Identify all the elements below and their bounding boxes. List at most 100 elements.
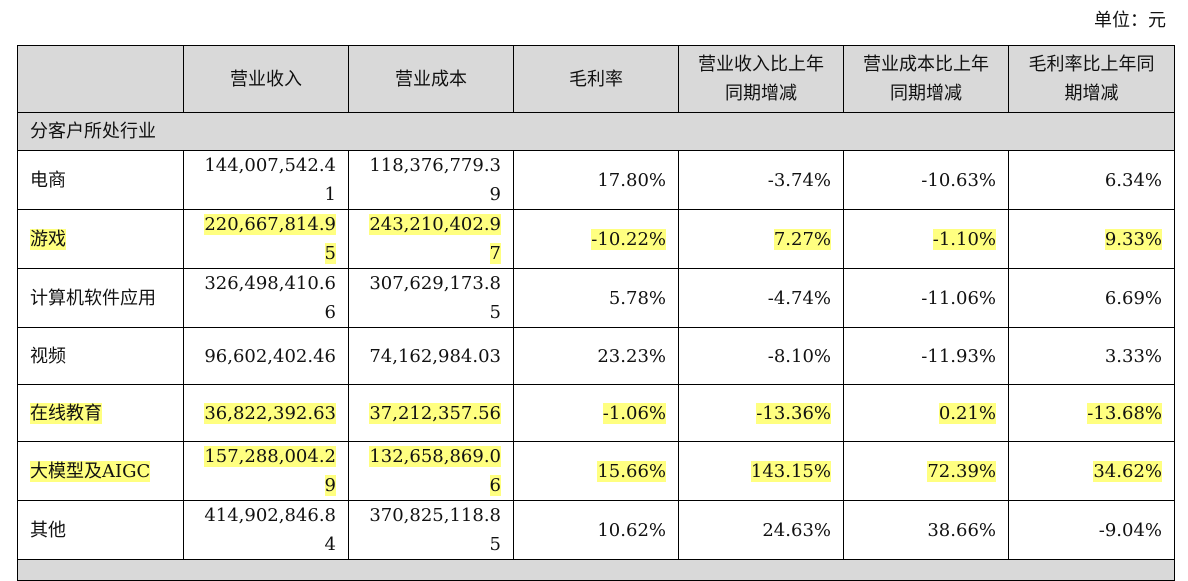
cell-name: 大模型及AIGC	[17, 441, 184, 501]
cell-margin-change: -9.04%	[1008, 500, 1175, 560]
cell-cost-change: -11.93%	[843, 327, 1009, 385]
cost-value: 74,162,984.03	[369, 345, 501, 367]
cell-margin: -1.06%	[513, 384, 679, 442]
cell-cost-change: -11.06%	[843, 268, 1009, 328]
revenue-value: 326,498,410.66	[204, 273, 336, 323]
cost-change-value: -11.93%	[921, 345, 996, 367]
rev-change-value: -8.10%	[767, 345, 831, 367]
cell-cost: 370,825,118.85	[348, 500, 514, 560]
table-row: 大模型及AIGC 157,288,004.29 132,658,869.06 15.6…	[17, 441, 1175, 501]
name-value: 大模型及AIGC	[30, 460, 151, 482]
rev-change-value: -3.74%	[767, 169, 831, 191]
cell-margin: -10.22%	[513, 209, 679, 269]
rev-change-value: 24.63%	[762, 519, 831, 541]
cell-name: 计算机软件应用	[17, 268, 184, 328]
margin-change-value: 3.33%	[1104, 345, 1162, 367]
cell-cost-change: -10.63%	[843, 150, 1009, 210]
cost-value: 118,376,779.39	[369, 155, 501, 205]
revenue-value: 157,288,004.29	[204, 446, 336, 496]
table-row: 电商 144,007,542.41 118,376,779.39 17.80% -3.7…	[17, 150, 1175, 210]
cost-change-value: 38.66%	[927, 519, 996, 541]
cell-margin-change: 34.62%	[1008, 441, 1175, 501]
cell-margin: 15.66%	[513, 441, 679, 501]
margin-value: -1.06%	[602, 402, 666, 424]
cost-value: 37,212,357.56	[369, 402, 501, 424]
cell-cost-change: 38.66%	[843, 500, 1009, 560]
revenue-value: 144,007,542.41	[204, 155, 336, 205]
cell-rev-change: 143.15%	[678, 441, 844, 501]
table-row: 其他 414,902,846.84 370,825,118.85 10.62% 24.6…	[17, 500, 1175, 560]
margin-value: 5.78%	[608, 287, 666, 309]
cost-change-value: -10.63%	[921, 169, 996, 191]
industry-table: 营业收入 营业成本 毛利率 营业收入比上年同期增减 营业成本比上年同期增减 毛利…	[17, 45, 1175, 581]
cost-change-value: -1.10%	[932, 228, 996, 250]
cell-name: 视频	[17, 327, 184, 385]
cell-rev-change: -8.10%	[678, 327, 844, 385]
cell-rev-change: 24.63%	[678, 500, 844, 560]
rev-change-value: 7.27%	[773, 228, 831, 250]
margin-value: 10.62%	[597, 519, 666, 541]
header-cell: 毛利率比上年同期增减	[1008, 45, 1175, 113]
cost-change-value: 72.39%	[927, 460, 996, 482]
cell-revenue: 326,498,410.66	[183, 268, 349, 328]
cell-rev-change: -13.36%	[678, 384, 844, 442]
name-value: 其他	[30, 519, 66, 541]
margin-change-value: -13.68%	[1087, 402, 1162, 424]
cell-cost: 307,629,173.85	[348, 268, 514, 328]
cell-name: 游戏	[17, 209, 184, 269]
revenue-value: 96,602,402.46	[204, 345, 336, 367]
table-row: 在线教育 36,822,392.63 37,212,357.56 -1.06% -13.…	[17, 384, 1175, 442]
name-value: 游戏	[30, 228, 66, 250]
margin-change-value: -9.04%	[1098, 519, 1162, 541]
cell-cost: 37,212,357.56	[348, 384, 514, 442]
cost-change-value: -11.06%	[921, 287, 996, 309]
cell-margin-change: -13.68%	[1008, 384, 1175, 442]
margin-change-value: 6.34%	[1104, 169, 1162, 191]
cell-margin: 5.78%	[513, 268, 679, 328]
cell-cost: 132,658,869.06	[348, 441, 514, 501]
cell-margin-change: 6.34%	[1008, 150, 1175, 210]
cell-cost: 118,376,779.39	[348, 150, 514, 210]
cell-cost-change: 72.39%	[843, 441, 1009, 501]
margin-value: -10.22%	[591, 228, 666, 250]
rev-change-value: 143.15%	[750, 460, 831, 482]
margin-change-value: 34.62%	[1093, 460, 1162, 482]
cell-margin-change: 3.33%	[1008, 327, 1175, 385]
cell-cost: 243,210,402.97	[348, 209, 514, 269]
margin-change-value: 6.69%	[1104, 287, 1162, 309]
cell-revenue: 36,822,392.63	[183, 384, 349, 442]
cell-revenue: 414,902,846.84	[183, 500, 349, 560]
section-title: 分客户所处行业	[17, 112, 1175, 151]
unit-label: 单位：元	[1094, 10, 1166, 31]
rev-change-value: -13.36%	[756, 402, 831, 424]
header-cell: 营业成本	[348, 45, 514, 113]
cell-cost-change: -1.10%	[843, 209, 1009, 269]
cell-rev-change: -3.74%	[678, 150, 844, 210]
footer-row	[17, 559, 1175, 581]
margin-value: 23.23%	[597, 345, 666, 367]
cell-margin: 23.23%	[513, 327, 679, 385]
header-cell: 毛利率	[513, 45, 679, 113]
header-cell: 营业成本比上年同期增减	[843, 45, 1009, 113]
revenue-value: 220,667,814.95	[204, 214, 336, 264]
cost-change-value: 0.21%	[938, 402, 996, 424]
cell-rev-change: -4.74%	[678, 268, 844, 328]
table-row: 计算机软件应用 326,498,410.66 307,629,173.85 5.78%…	[17, 268, 1175, 328]
cell-rev-change: 7.27%	[678, 209, 844, 269]
header-cell: 营业收入比上年同期增减	[678, 45, 844, 113]
revenue-value: 36,822,392.63	[204, 402, 336, 424]
cell-revenue: 144,007,542.41	[183, 150, 349, 210]
cell-revenue: 157,288,004.29	[183, 441, 349, 501]
header-cell	[17, 45, 184, 113]
name-value: 计算机软件应用	[30, 287, 156, 309]
cell-revenue: 220,667,814.95	[183, 209, 349, 269]
table-row: 视频 96,602,402.46 74,162,984.03 23.23% -8.10%…	[17, 327, 1175, 385]
name-value: 视频	[30, 345, 66, 367]
table-row: 游戏 220,667,814.95 243,210,402.97 -10.22% 7.2…	[17, 209, 1175, 269]
margin-value: 15.66%	[597, 460, 666, 482]
revenue-value: 414,902,846.84	[204, 505, 336, 555]
name-value: 电商	[30, 169, 66, 191]
margin-change-value: 9.33%	[1104, 228, 1162, 250]
cell-name: 其他	[17, 500, 184, 560]
cell-name: 电商	[17, 150, 184, 210]
